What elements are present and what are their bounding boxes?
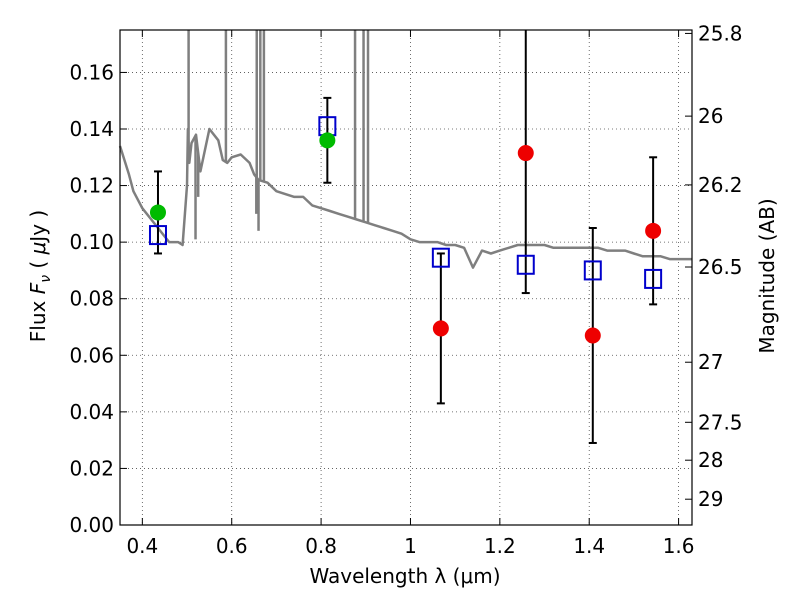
x-tick-label: 0.8	[305, 534, 337, 558]
x-tick-label: 1.2	[484, 534, 516, 558]
y-label-part-paren: (	[26, 254, 50, 275]
y-tick-label: 0.06	[69, 343, 114, 367]
x-tick-label: 1.4	[573, 534, 605, 558]
x-axis-label: Wavelength λ (μm)	[309, 564, 500, 588]
model-square-marker	[583, 260, 602, 281]
right-tick-label: 27	[698, 350, 723, 374]
observed-point-marker	[517, 145, 534, 162]
x-tick-label: 1	[404, 534, 417, 558]
y-tick-label: 0.16	[69, 60, 114, 84]
y-axis-label: Flux Fν ( μJy )	[26, 210, 54, 342]
spectrum-continuum	[118, 127, 692, 269]
y-label-part-f: F	[26, 282, 50, 294]
x-tick-label: 0.6	[216, 534, 248, 558]
y-tick-label: 0.10	[69, 230, 114, 254]
axis-ticks: 0.4 0.6 0.8 1 1.2 1.4 1.6 0.00 0.02 0.04 0.06 0.08 0…	[69, 21, 742, 558]
observed-point-marker	[645, 222, 662, 239]
model-square-marker	[431, 247, 450, 268]
observed-point-marker	[432, 320, 449, 337]
y-label-part-flux: Flux	[26, 294, 50, 342]
model-square-marker	[644, 268, 663, 289]
y-tick-label: 0.02	[69, 456, 114, 480]
observed-point-marker	[149, 204, 166, 221]
y-label-part-unit: Jy )	[26, 210, 50, 244]
right-tick-label: 25.8	[698, 21, 743, 45]
right-tick-label: 26.5	[698, 255, 743, 279]
data-points	[148, 30, 663, 444]
model-square-marker	[516, 254, 535, 275]
model-square-marker	[148, 225, 167, 246]
y-label-part-mu: μ	[26, 242, 50, 256]
y-tick-label: 0.12	[69, 174, 114, 198]
right-tick-label: 27.5	[698, 410, 743, 434]
y-label-part-nu: ν	[38, 275, 54, 283]
y-tick-label: 0.04	[69, 400, 114, 424]
y-tick-label: 0.08	[69, 287, 114, 311]
x-tick-label: 1.6	[663, 534, 695, 558]
right-tick-label: 29	[698, 487, 723, 511]
right-tick-label: 26	[698, 104, 723, 128]
y-tick-label: 0.14	[69, 117, 114, 141]
y-tick-label: 0.00	[69, 513, 114, 537]
right-axis-label: Magnitude (AB)	[755, 198, 779, 353]
right-tick-label: 26.2	[698, 173, 743, 197]
observed-point-marker	[319, 132, 336, 149]
observed-point-marker	[584, 327, 601, 344]
plot-frame	[119, 29, 693, 526]
model-spectrum	[118, 30, 692, 269]
right-tick-label: 28	[698, 448, 723, 472]
x-tick-label: 0.4	[126, 534, 158, 558]
